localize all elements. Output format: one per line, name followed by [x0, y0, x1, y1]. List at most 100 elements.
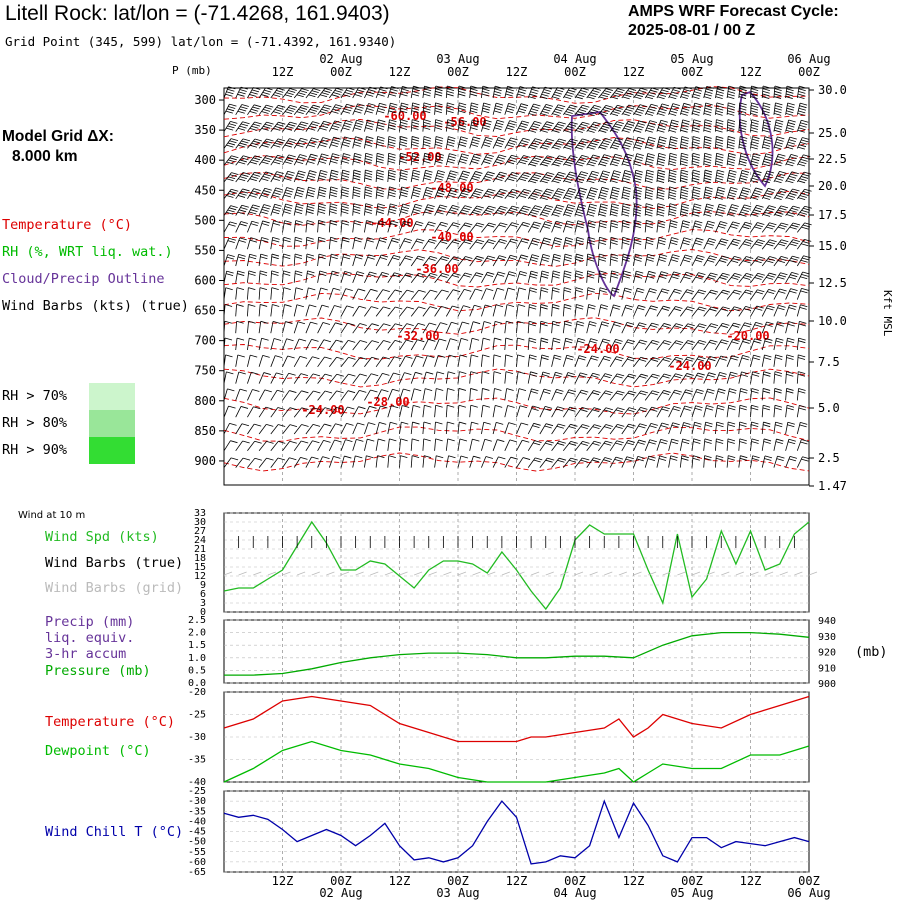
wind-barb-flag	[430, 273, 438, 276]
wind-barb-flag	[698, 272, 706, 276]
wind-barb-flag	[693, 206, 701, 209]
wind-barb-flag	[557, 204, 565, 208]
wind-barb-flag	[365, 152, 373, 156]
wind-barb-flag	[240, 86, 248, 90]
height-axis-label: Kft MSL	[881, 290, 894, 337]
wind-barb-flag	[242, 188, 250, 192]
wind-barb-flag	[740, 155, 748, 159]
wind-barb-flag	[634, 177, 642, 181]
wind-barb-flag	[295, 194, 303, 198]
wind-barb	[527, 121, 535, 132]
wind-barb	[750, 239, 759, 250]
wind-barb-flag	[470, 127, 478, 130]
wind-barb-flag	[777, 156, 785, 159]
wind-barb-flag	[801, 209, 809, 213]
wind-barb	[247, 237, 252, 250]
wind-barb-flag	[682, 119, 690, 123]
wind-barb	[364, 170, 366, 183]
wind-barb-flag	[460, 175, 468, 179]
wind-barb	[387, 272, 395, 284]
wind-barb-flag	[680, 96, 688, 100]
wind-barb-flag	[799, 124, 807, 128]
wind-barb-flag	[588, 306, 596, 310]
wind-barb	[644, 120, 651, 132]
wind-barb-flag	[412, 119, 420, 123]
wind-barb	[270, 87, 279, 99]
wind-barb-flag	[646, 172, 654, 176]
wind-barb-flag	[645, 213, 653, 217]
wind-barb	[621, 88, 630, 99]
wind-barb-flag	[575, 242, 584, 245]
wind-barb	[656, 203, 659, 216]
wind-barb-flag	[727, 141, 735, 145]
wind-barb	[516, 103, 522, 115]
wind-barb-flag	[500, 222, 508, 226]
wind-barb-flag	[517, 320, 525, 324]
wind-barb-flag	[680, 113, 688, 116]
wind-barb-flag	[730, 186, 738, 190]
wind-barb-flag	[369, 86, 377, 90]
wind-barb-flag	[389, 206, 397, 209]
wind-barb-flag	[687, 323, 695, 327]
bottom-time-label: 12Z	[389, 874, 411, 888]
wind-barb-flag	[231, 172, 239, 175]
wind-barb	[293, 105, 302, 116]
wind-barb-flag	[709, 308, 717, 312]
wind-barb-flag	[321, 304, 329, 308]
wind-barb	[375, 289, 384, 300]
wind-barb-flag	[577, 111, 585, 114]
wind-barb-flag	[307, 177, 315, 181]
wind-barb-flag	[799, 85, 807, 89]
wind-barb-flag	[751, 138, 760, 142]
wind-barb	[352, 288, 359, 300]
wind-barb-flag	[580, 89, 588, 93]
wind-barb	[282, 105, 291, 116]
wind-barb-flag	[787, 161, 795, 164]
wind-barb-flag	[358, 305, 367, 309]
wind-barb-flag	[329, 208, 337, 212]
wind-barb-flag	[577, 161, 585, 165]
wind-barb	[516, 287, 520, 300]
wind-barb	[387, 289, 396, 300]
wind-barb-flag	[521, 254, 529, 258]
wind-barb-flag	[307, 144, 315, 148]
wind-barb-flag	[778, 153, 786, 157]
wind-barb-flag	[722, 255, 730, 259]
wind-barb-flag	[762, 180, 770, 184]
wind-barb-flag	[248, 304, 256, 307]
wind-barb-flag	[578, 92, 586, 95]
wind-barb-flag	[488, 239, 496, 242]
wind-barb-flag	[657, 160, 665, 164]
wind-barb-flag	[423, 119, 431, 123]
wind-barb-flag	[226, 270, 234, 274]
wind-barb	[562, 254, 566, 267]
wind-barb-flag	[785, 93, 794, 97]
top-time-label: 00Z	[681, 65, 703, 79]
wind-barb-flag	[472, 119, 480, 123]
wind-barb	[609, 88, 618, 99]
contour-label: -44.00	[370, 216, 413, 230]
wind-barb-flag	[660, 105, 668, 109]
wind-barb-flag	[437, 209, 445, 213]
wind-barb	[644, 203, 647, 216]
wind-barb-flag	[288, 90, 296, 93]
wind-barb-flag	[657, 174, 665, 178]
wind-barb-flag	[297, 158, 305, 162]
wind-barb-flag	[529, 275, 537, 279]
wind-barb-flag	[773, 96, 782, 99]
wind-barb-flag	[528, 146, 537, 150]
wind-barb-flag	[589, 203, 597, 207]
wind-barb-flag	[564, 242, 572, 246]
wind-barb	[750, 187, 756, 199]
wind-barb-flag	[587, 113, 595, 117]
wind-barb-flag	[238, 253, 246, 257]
wind-barb	[609, 104, 618, 116]
wind-barb-flag	[588, 177, 596, 181]
wind-barb-flag	[367, 105, 375, 109]
wind-barb-flag	[554, 209, 562, 213]
wind-barb-flag	[459, 141, 467, 145]
wind-barb	[761, 222, 770, 233]
wind-barb	[445, 170, 451, 183]
wind-barb-flag	[423, 88, 432, 92]
wind-barb-flag	[658, 259, 666, 262]
